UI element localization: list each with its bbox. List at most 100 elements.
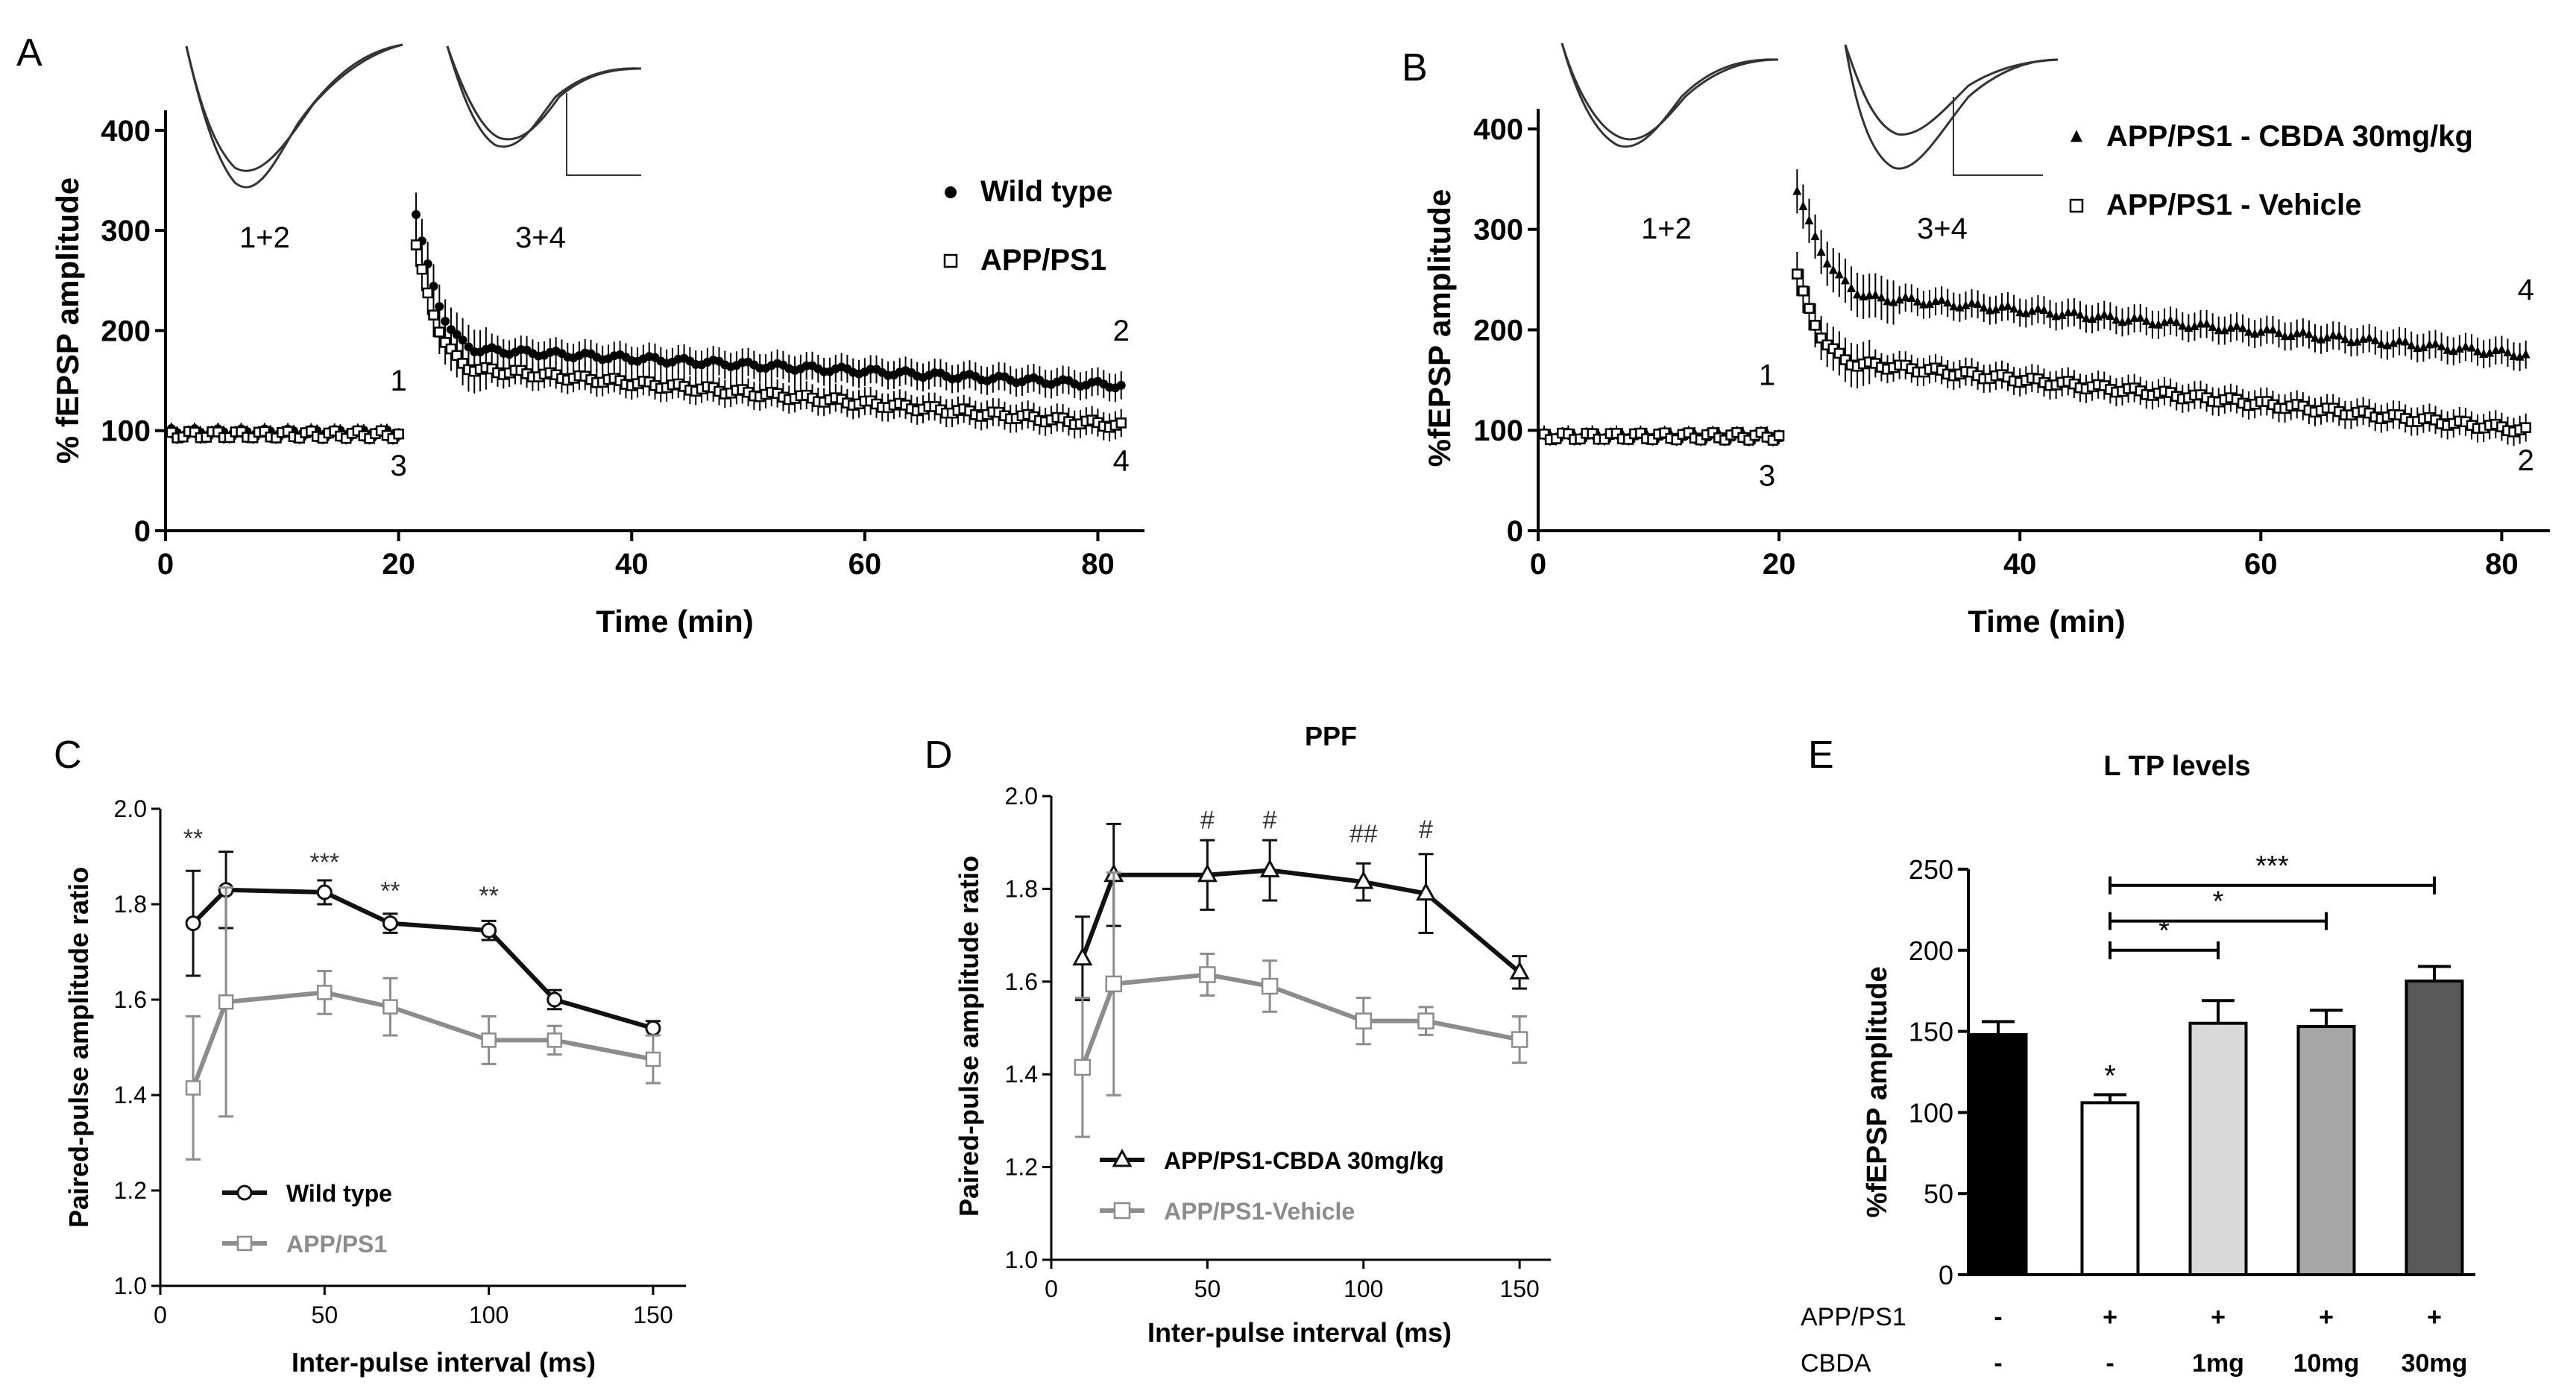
data-point [1985,305,1994,315]
y-tick-label: 0 [1939,1260,1953,1290]
panel-c-y-axis-label: Paired-pulse amplitude ratio [63,867,94,1228]
data-point [1840,275,1850,285]
panel-b-marks [1538,169,2531,447]
panel-c-axes [151,807,686,1295]
data-point [1074,1059,1092,1076]
significance-mark: *** [309,848,339,877]
data-point [2009,303,2019,313]
data-point [2045,309,2055,318]
bar [2188,1021,2248,1276]
data-point [2153,319,2163,329]
data-point [2190,321,2199,331]
data-point [2520,422,2531,433]
data-point [1417,1012,1435,1029]
data-point [1072,947,1093,966]
data-point [1997,301,2006,311]
data-point [1877,292,1886,302]
panel-a-chart: 0 20 40 60 80 0 100 200 300 400 Time (min) % fEPS… [50,43,1144,639]
data-point [1961,300,1971,309]
legend-label: APP/PS1-Vehicle [1164,1198,1355,1225]
data-point [1798,286,1809,297]
data-point [2172,317,2182,327]
significance-mark: # [1419,816,1433,844]
y-tick-label: 2.0 [114,795,147,822]
data-point [1871,289,1880,299]
row-cell: + [2103,1303,2117,1331]
data-point [2057,309,2067,319]
data-point [2244,327,2254,336]
significance-mark: ## [1350,820,1378,848]
panel-c-legend: Wild type APP/PS1 [222,1180,392,1258]
panel-letter-a: A [16,31,42,75]
row-cell: - [1994,1303,2002,1331]
data-point [2238,323,2248,332]
data-point [2376,338,2386,348]
data-point [2521,349,2531,359]
data-point [1116,380,1126,390]
bar [2405,980,2464,1277]
data-point [1810,320,1821,331]
y-tick-label: 400 [1473,113,1523,146]
y-tick-label: 200 [101,315,151,347]
panel-a-inset-traces [185,43,642,189]
panel-c-significance-marks: ******* ** [183,824,499,910]
y-tick-label: 150 [1909,1017,1953,1047]
panel-a-y-axis-label: % fEPSP amplitude [50,177,85,464]
data-point [2033,303,2043,313]
x-tick-label: 20 [1763,548,1796,581]
data-point [2214,325,2223,335]
x-tick-label: 40 [2003,548,2037,581]
y-tick-label: 200 [1473,314,1523,347]
panel-d-x-axis-label: Inter-pulse interval (ms) [1147,1317,1452,1348]
point-label: 4 [2518,274,2534,306]
y-tick-label: 1.2 [114,1177,147,1204]
panel-d-significance-marks: # # ## # [1200,807,1433,849]
data-point [2015,307,2025,317]
data-point [218,994,234,1010]
data-point [434,327,445,338]
data-point [2370,335,2380,344]
y-tick-label: 1.4 [1005,1061,1038,1088]
data-point [2003,300,2013,310]
data-point [2437,341,2446,350]
panel-d-marks [1072,822,1530,1138]
panel-a-x-axis-label: Time (min) [596,604,754,639]
point-label: 1 [1759,359,1775,392]
data-point [2106,311,2115,321]
data-point [393,428,404,440]
series-line [191,887,654,1031]
x-tick-label: 0 [1045,1275,1058,1302]
significance-mark: ** [479,882,498,910]
series-1 [166,223,1127,445]
panel-c-x-axis-label: Inter-pulse interval (ms) [292,1347,596,1378]
y-tick-label: 1.0 [114,1272,147,1299]
data-point [2503,347,2513,357]
panel-e-comparison-brackets: ***** [2109,851,2436,959]
panel-d-axes [1042,795,1551,1269]
panel-d-legend: APP/PS1-CBDA 30mg/kg APP/PS1-Vehicle [1100,1147,1444,1225]
data-point [1773,430,1785,441]
y-tick-label: 300 [1473,214,1523,247]
data-point [2413,343,2422,353]
data-point [2449,346,2458,356]
data-point [2208,321,2217,331]
y-tick-label: 250 [1909,854,1953,885]
data-point [412,209,421,219]
data-point [2491,344,2501,354]
data-point [1810,231,1820,241]
y-tick-label: 2.0 [1005,783,1038,810]
panel-a-legend: Wild type APP/PS1 [943,175,1112,277]
significance-mark: ** [380,877,400,906]
data-point [2286,330,2296,340]
panel-e-marks: * [1968,965,2464,1277]
y-tick-label: 0 [1507,515,1523,548]
panel-c-marks [185,851,661,1161]
data-point [2141,315,2151,325]
panel-letter-d: D [925,734,953,777]
data-point [1900,292,1910,302]
panel-d-title: PPF [1305,721,1357,751]
point-label: 2 [1113,315,1130,347]
bar [2080,1101,2140,1276]
